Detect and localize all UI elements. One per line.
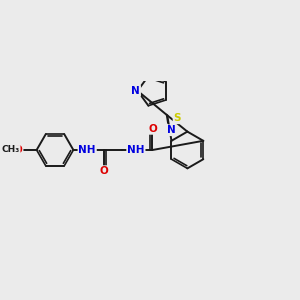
Text: NH: NH: [78, 145, 96, 155]
Text: O: O: [14, 145, 22, 155]
Text: CH₃: CH₃: [2, 146, 20, 154]
Text: S: S: [173, 113, 181, 123]
Text: O: O: [99, 166, 108, 176]
Text: N: N: [167, 125, 175, 135]
Text: O: O: [148, 124, 157, 134]
Text: NH: NH: [127, 145, 145, 155]
Text: N: N: [131, 86, 140, 96]
